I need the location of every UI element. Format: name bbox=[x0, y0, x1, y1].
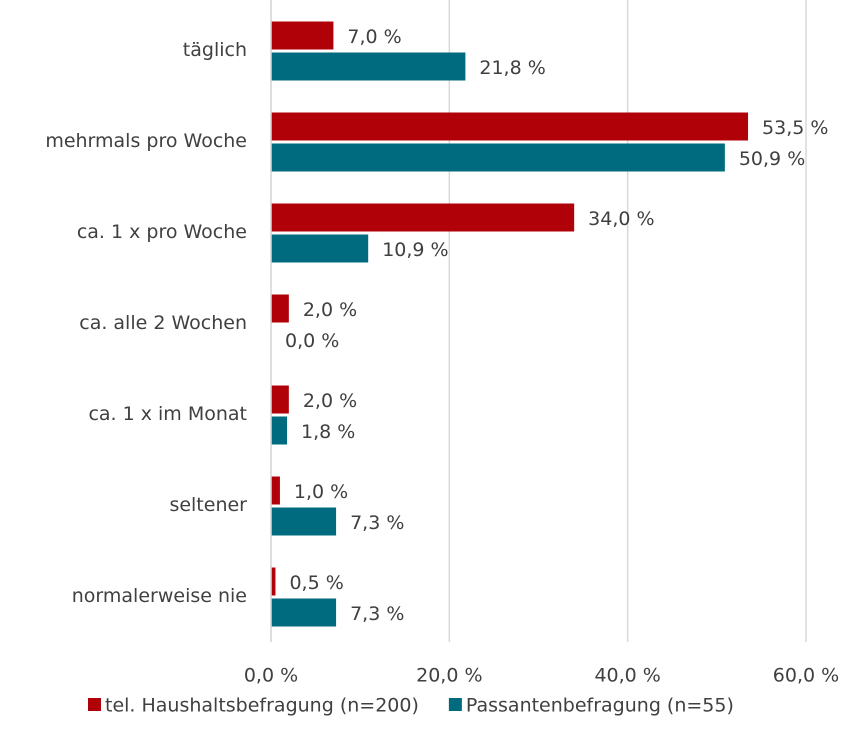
value-label: 7,3 % bbox=[350, 512, 404, 534]
bar bbox=[271, 385, 289, 414]
bar bbox=[271, 567, 276, 596]
bar bbox=[271, 598, 337, 627]
y-tick-label: normalerweise nie bbox=[72, 585, 247, 607]
bar bbox=[271, 294, 289, 323]
bar bbox=[271, 143, 725, 172]
value-label: 0,5 % bbox=[289, 572, 343, 594]
x-tick-label: 40,0 % bbox=[594, 665, 660, 687]
bar bbox=[271, 203, 575, 232]
bar bbox=[271, 476, 280, 505]
y-tick-label: ca. 1 x pro Woche bbox=[77, 221, 247, 243]
x-tick-label: 20,0 % bbox=[416, 665, 482, 687]
y-tick-label: seltener bbox=[169, 494, 247, 516]
x-tick-label: 0,0 % bbox=[244, 665, 298, 687]
value-label: 1,0 % bbox=[294, 481, 348, 503]
bar bbox=[271, 52, 466, 81]
y-tick-label: ca. alle 2 Wochen bbox=[79, 312, 247, 334]
value-label: 1,8 % bbox=[301, 421, 355, 443]
y-tick-label: ca. 1 x im Monat bbox=[88, 403, 247, 425]
bar bbox=[271, 112, 749, 141]
bar bbox=[271, 21, 334, 50]
value-label: 21,8 % bbox=[479, 57, 545, 79]
legend-swatch bbox=[88, 698, 101, 711]
bar bbox=[271, 507, 337, 536]
value-label: 7,3 % bbox=[350, 603, 404, 625]
legend-swatch bbox=[448, 698, 462, 711]
bar bbox=[271, 234, 369, 263]
value-label: 2,0 % bbox=[303, 299, 357, 321]
value-label: 0,0 % bbox=[285, 330, 339, 352]
value-label: 10,9 % bbox=[382, 239, 448, 261]
x-tick-label: 60,0 % bbox=[773, 665, 839, 687]
value-label: 53,5 % bbox=[762, 117, 828, 139]
value-label: 34,0 % bbox=[588, 208, 654, 230]
y-tick-label: täglich bbox=[183, 39, 247, 61]
y-tick-label: mehrmals pro Woche bbox=[45, 130, 247, 152]
bar bbox=[271, 416, 288, 445]
value-label: 50,9 % bbox=[739, 148, 805, 170]
value-label: 2,0 % bbox=[303, 390, 357, 412]
value-label: 7,0 % bbox=[347, 26, 401, 48]
legend-label: Passantenbefragung (n=55) bbox=[466, 695, 734, 717]
legend-label: tel. Haushaltsbefragung (n=200) bbox=[105, 695, 419, 717]
